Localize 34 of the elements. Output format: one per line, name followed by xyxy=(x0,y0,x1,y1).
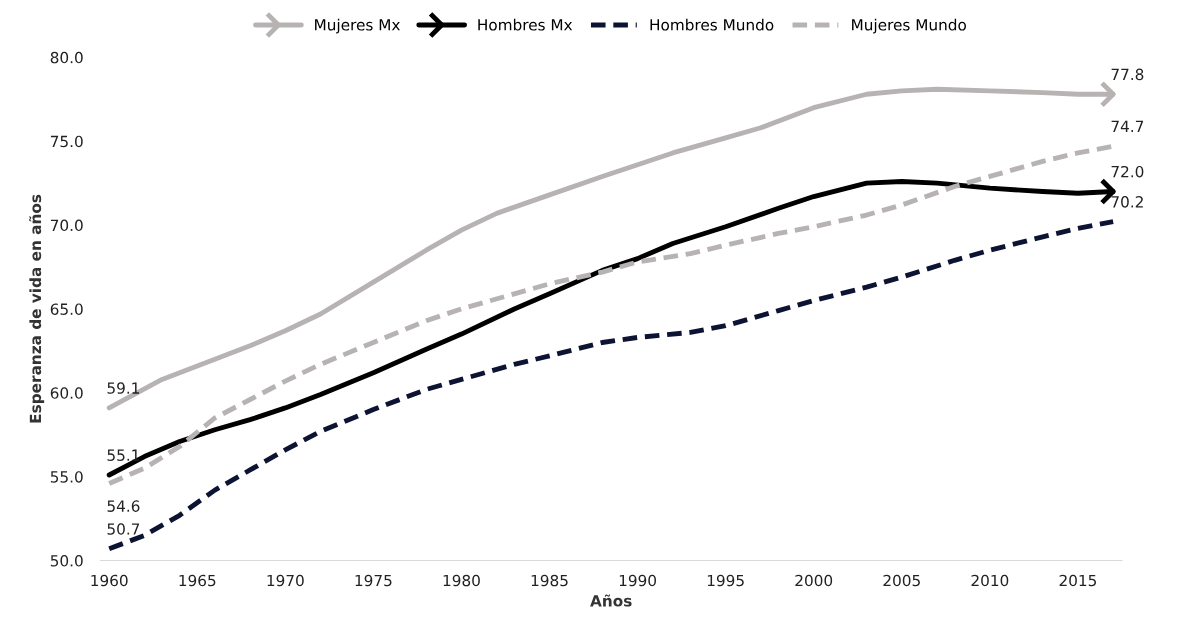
x-tick-label: 1985 xyxy=(531,574,568,587)
data-label: 55.1 xyxy=(107,449,140,461)
y-tick-label: 80.0 xyxy=(50,51,83,64)
data-label: 54.6 xyxy=(107,500,140,512)
data-label: 72.0 xyxy=(1111,165,1144,178)
x-tick-label: 2010 xyxy=(971,574,1009,587)
x-tick-label: 2005 xyxy=(883,574,920,587)
data-label: 74.7 xyxy=(1111,120,1144,132)
y-axis-title: Esperanza de vida en años xyxy=(29,194,45,423)
x-tick-label: 2015 xyxy=(1059,574,1097,587)
y-tick-label: 65.0 xyxy=(50,303,83,315)
legend-label: Mujeres Mx xyxy=(315,18,400,34)
x-tick-label: 1995 xyxy=(707,574,744,587)
legend-label: Hombres Mundo xyxy=(650,18,774,31)
x-tick-label: 1990 xyxy=(619,574,657,587)
line-series xyxy=(106,219,1116,552)
data-label: 77.8 xyxy=(1111,68,1144,81)
x-tick-label: 1970 xyxy=(267,574,304,587)
y-tick-label: 75.0 xyxy=(50,135,83,148)
x-tick-label: 1960 xyxy=(91,574,128,587)
x-tick-label: 1975 xyxy=(355,574,392,587)
legend-label: Mujeres Mundo xyxy=(852,18,966,34)
x-tick-label: 1980 xyxy=(443,574,480,587)
x-tick-label: 2000 xyxy=(795,574,833,587)
y-tick-label: 70.0 xyxy=(50,219,83,232)
y-tick-label: 50.0 xyxy=(50,555,83,567)
legend-label: Hombres Mx xyxy=(478,18,573,31)
x-tick-label: 1965 xyxy=(179,574,216,587)
data-label: 59.1 xyxy=(107,382,140,394)
x-axis-title: Años xyxy=(590,594,632,607)
data-label: 70.2 xyxy=(1111,196,1143,208)
y-tick-label: 55.0 xyxy=(50,471,83,483)
y-tick-label: 60.0 xyxy=(50,387,83,399)
data-label: 50.7 xyxy=(107,523,140,535)
